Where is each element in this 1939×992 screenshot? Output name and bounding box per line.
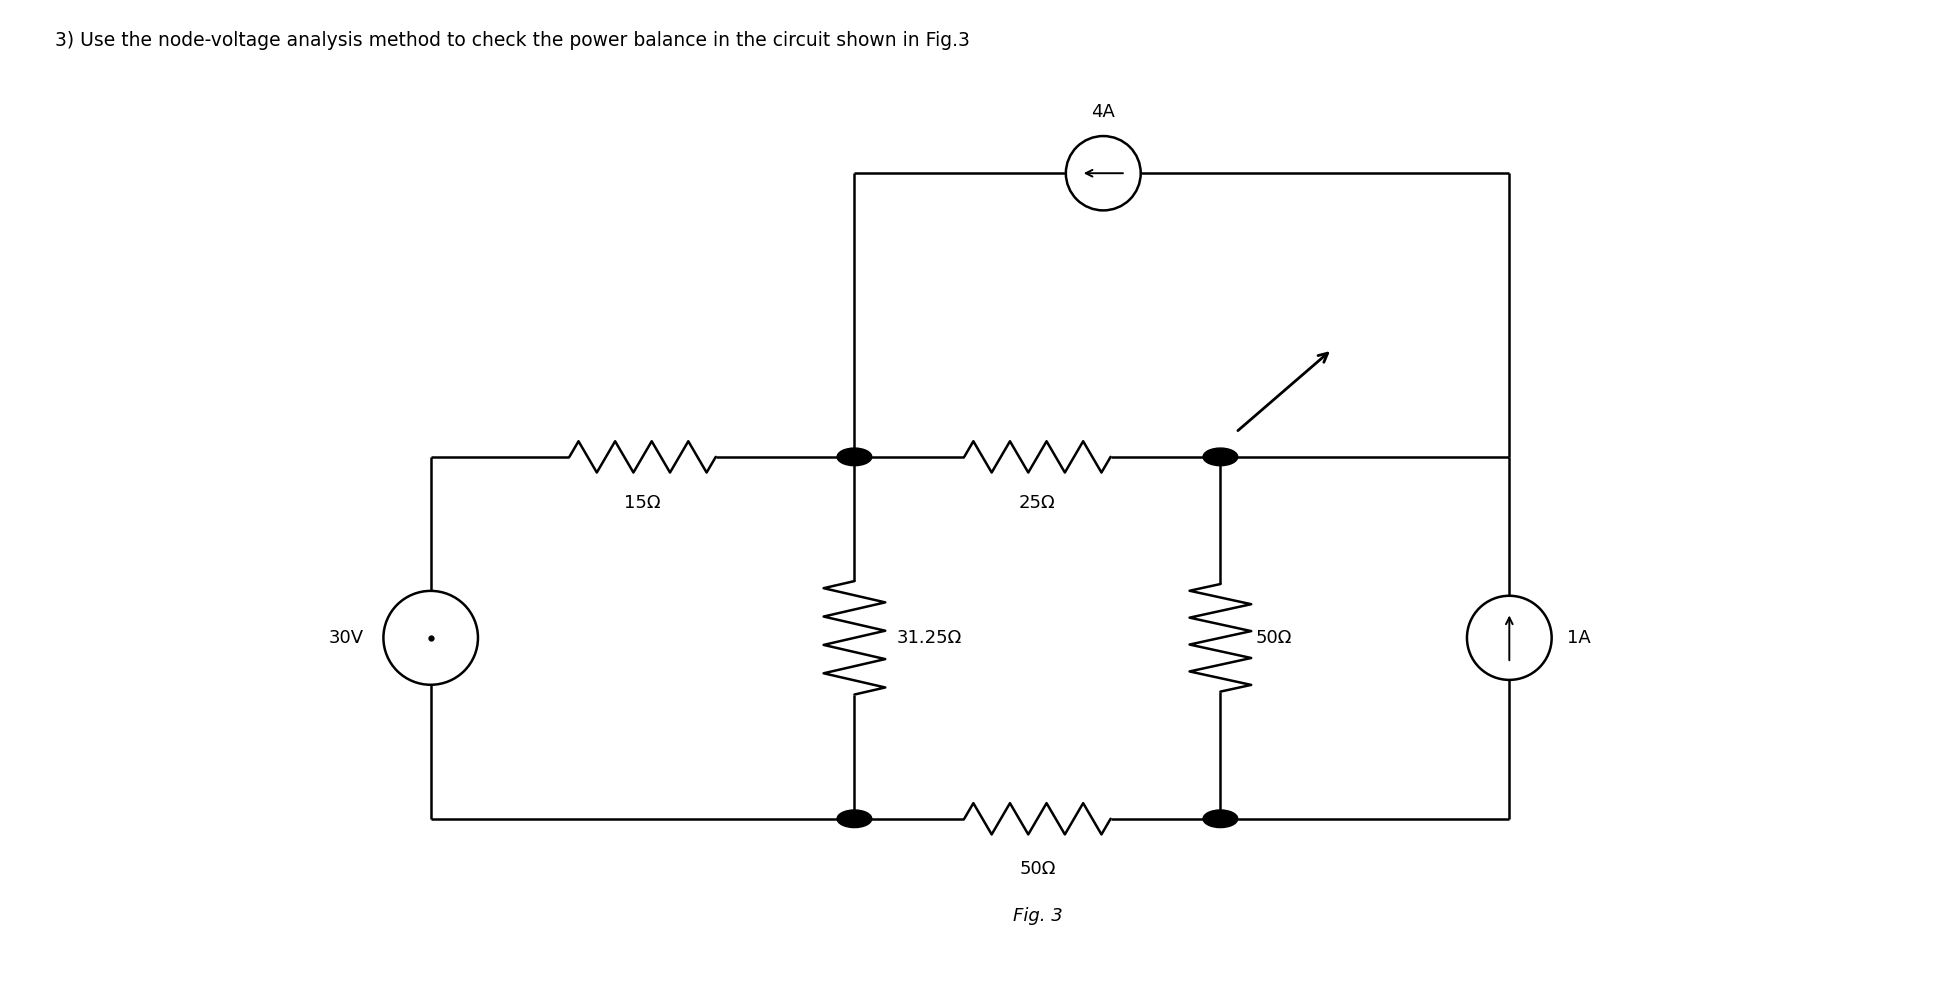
Circle shape	[836, 448, 871, 465]
Text: 1A: 1A	[1567, 629, 1590, 647]
Text: 50Ω: 50Ω	[1018, 860, 1055, 878]
Text: 3) Use the node-voltage analysis method to check the power balance in the circui: 3) Use the node-voltage analysis method …	[54, 32, 970, 51]
Text: 30V: 30V	[330, 629, 365, 647]
Text: 31.25Ω: 31.25Ω	[896, 629, 962, 647]
Circle shape	[1202, 810, 1237, 827]
Text: 4A: 4A	[1092, 103, 1115, 121]
Text: 50Ω: 50Ω	[1255, 629, 1291, 647]
Circle shape	[1202, 448, 1237, 465]
Text: Fig. 3: Fig. 3	[1012, 907, 1063, 925]
Text: 15Ω: 15Ω	[624, 494, 661, 512]
Text: 25Ω: 25Ω	[1018, 494, 1055, 512]
Circle shape	[836, 810, 871, 827]
